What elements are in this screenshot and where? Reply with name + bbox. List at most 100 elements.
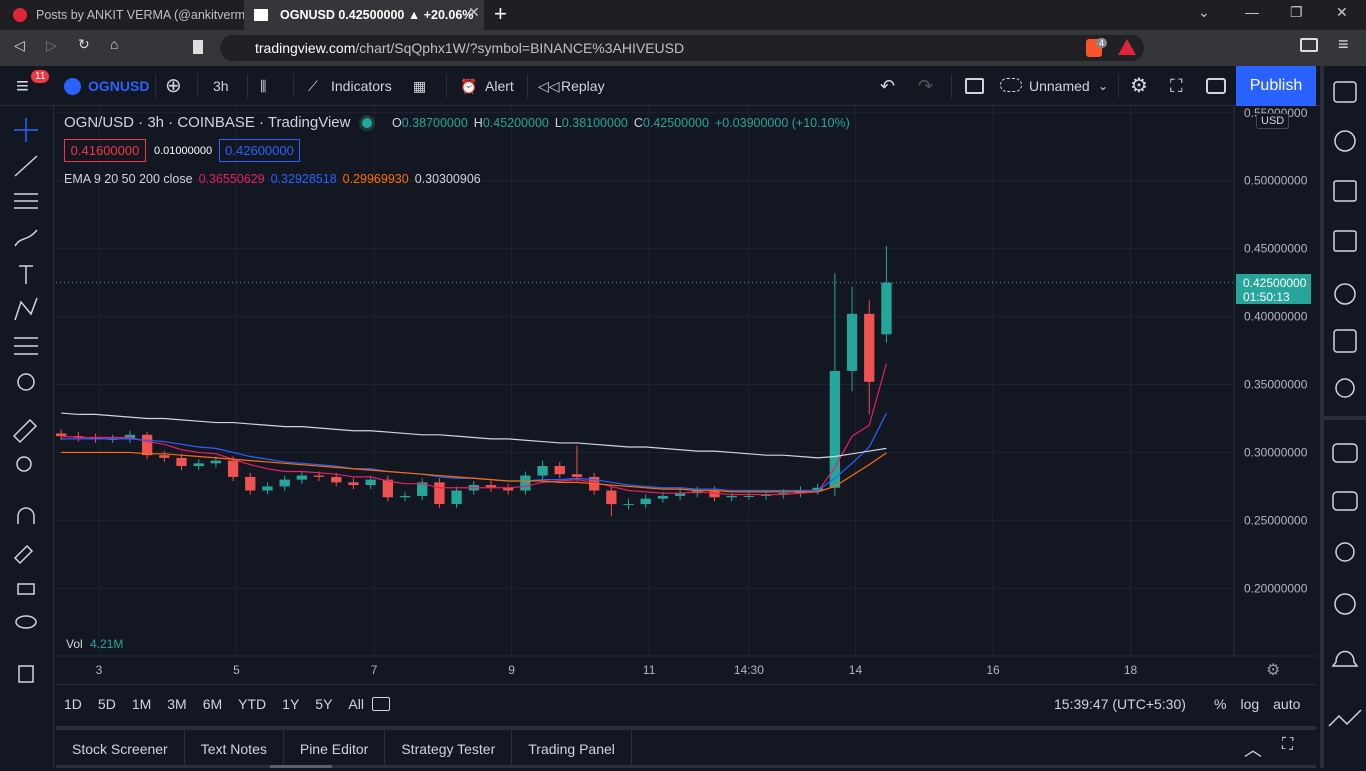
rewards[interactable] xyxy=(1118,39,1136,55)
forward[interactable]: ▷ xyxy=(46,37,57,53)
brush-tool[interactable] xyxy=(14,229,38,247)
interval[interactable]: 3h xyxy=(213,78,229,94)
close-window[interactable]: ✕ xyxy=(1336,4,1348,20)
tab-icon xyxy=(13,8,27,22)
undo[interactable]: ↶ xyxy=(880,76,896,96)
pattern-tool[interactable] xyxy=(14,297,38,321)
bookmark[interactable] xyxy=(193,40,203,54)
live[interactable] xyxy=(1334,593,1356,615)
range-button[interactable]: 3M xyxy=(167,696,187,712)
panel-tab[interactable]: Strategy Tester xyxy=(385,730,513,768)
alerts[interactable] xyxy=(1334,130,1356,152)
wallet[interactable] xyxy=(1300,38,1318,52)
candle-body xyxy=(743,495,755,497)
settings[interactable]: ⚙ xyxy=(1130,75,1148,97)
panel-tab[interactable]: Pine Editor xyxy=(284,730,386,768)
chats[interactable] xyxy=(1332,443,1358,463)
hide-tool[interactable] xyxy=(15,615,37,629)
layout-name[interactable]: Unnamed xyxy=(1029,78,1090,94)
trendline-tool[interactable] xyxy=(14,155,38,177)
spread: 0.01000000 xyxy=(154,145,213,157)
templates[interactable]: ▦ xyxy=(413,78,427,94)
alert[interactable]: Alert xyxy=(485,78,514,94)
x-tick-label: 5 xyxy=(233,663,240,677)
range-button[interactable]: 1Y xyxy=(282,696,300,712)
lock-tool[interactable] xyxy=(17,583,35,595)
maximize-panel[interactable]: ⛶ xyxy=(1282,736,1294,753)
buy-button[interactable]: 0.42600000 xyxy=(219,139,300,162)
candle-body xyxy=(176,457,187,467)
scroll-thumb[interactable] xyxy=(270,765,332,768)
candle-body xyxy=(829,370,840,488)
range-button[interactable]: 5D xyxy=(97,696,116,712)
tab[interactable]: Posts by ANKIT VERMA (@ankitverma xyxy=(0,0,244,30)
new-tab[interactable]: + xyxy=(494,1,507,26)
home[interactable]: ⌂ xyxy=(110,36,119,52)
panel-tab[interactable]: Text Notes xyxy=(185,730,284,768)
snapshot[interactable] xyxy=(1206,78,1226,94)
range-button[interactable]: 6M xyxy=(202,696,223,712)
y-tick-label: 0.50000000 xyxy=(1244,174,1308,188)
back[interactable]: ◁ xyxy=(14,37,25,53)
panel-tab[interactable]: Trading Panel xyxy=(512,730,632,768)
url-field[interactable]: tradingview.com/chart/SqQphx1W/?symbol=B… xyxy=(220,35,1144,61)
crosshair-tool[interactable] xyxy=(14,118,38,142)
panel-tab[interactable]: Stock Screener xyxy=(56,730,185,768)
prediction-tool[interactable] xyxy=(14,337,38,355)
scale-option[interactable]: auto xyxy=(1273,696,1301,712)
hotlists[interactable] xyxy=(1334,283,1356,305)
measure-tool[interactable] xyxy=(12,418,38,444)
menu[interactable]: ≡ xyxy=(1338,34,1349,54)
close-tab[interactable]: ✕ xyxy=(468,4,480,20)
replay[interactable]: Replay xyxy=(561,78,605,94)
notifications[interactable] xyxy=(1331,650,1359,667)
news[interactable] xyxy=(1333,180,1357,202)
text-tool[interactable] xyxy=(19,265,33,284)
candle-body xyxy=(90,437,101,439)
currency-select[interactable]: USD xyxy=(1256,113,1290,129)
scale-option[interactable]: log xyxy=(1240,696,1260,712)
range-button[interactable]: 5Y xyxy=(315,696,333,712)
tab-search[interactable]: ⌄ xyxy=(1198,4,1210,20)
indicators[interactable]: Indicators xyxy=(331,78,392,94)
chart-type[interactable]: ⫼ xyxy=(260,78,267,94)
range-button[interactable]: YTD xyxy=(238,696,267,712)
draw-mode[interactable] xyxy=(13,544,34,565)
delete-tool[interactable] xyxy=(18,665,34,683)
symbol[interactable]: OGNUSD xyxy=(88,78,150,94)
data-window[interactable] xyxy=(1333,230,1357,252)
watchlist[interactable] xyxy=(1333,81,1357,103)
magnet-tool[interactable] xyxy=(17,507,35,524)
date-range[interactable] xyxy=(372,697,390,711)
main-menu[interactable]: ≡ xyxy=(16,73,29,98)
scale-option[interactable]: % xyxy=(1214,696,1227,712)
fib-tool[interactable] xyxy=(14,193,38,209)
layout-menu[interactable]: ⌄ xyxy=(1098,79,1109,93)
publish-button[interactable]: Publish xyxy=(1236,66,1316,106)
streams[interactable] xyxy=(1335,542,1355,562)
ideas[interactable] xyxy=(1335,378,1355,398)
minimize[interactable]: — xyxy=(1245,4,1259,20)
collapse[interactable]: ︿ xyxy=(1244,740,1262,760)
sell-button[interactable]: 0.41600000 xyxy=(64,139,146,162)
range-button[interactable]: All xyxy=(348,696,364,712)
maximize[interactable]: ❐ xyxy=(1290,4,1303,20)
compare[interactable]: ⊕ xyxy=(165,75,182,97)
chart: 0.20000000 0.25000000 0.30000000 0.35000000… xyxy=(56,106,1316,677)
zoom-tool[interactable] xyxy=(16,456,32,472)
range-button[interactable]: 1D xyxy=(64,696,82,712)
candle-body xyxy=(485,485,497,488)
candle-body xyxy=(451,490,462,505)
range-button[interactable]: 1M xyxy=(131,696,152,712)
messages[interactable] xyxy=(1332,491,1358,511)
icon-tool[interactable] xyxy=(17,373,35,391)
reload[interactable]: ↻ xyxy=(78,36,90,52)
candle-body xyxy=(434,482,445,505)
calendar[interactable] xyxy=(1333,329,1357,353)
redo[interactable]: ↷ xyxy=(918,76,934,96)
trading[interactable] xyxy=(1328,709,1362,727)
layout-select[interactable] xyxy=(965,78,984,94)
tab-active[interactable]: OGNUSD 0.42500000 ▲ +20.06% xyxy=(244,0,484,30)
axis-settings[interactable]: ⚙ xyxy=(1266,662,1281,679)
fullscreen[interactable]: ⛶ xyxy=(1170,76,1183,96)
